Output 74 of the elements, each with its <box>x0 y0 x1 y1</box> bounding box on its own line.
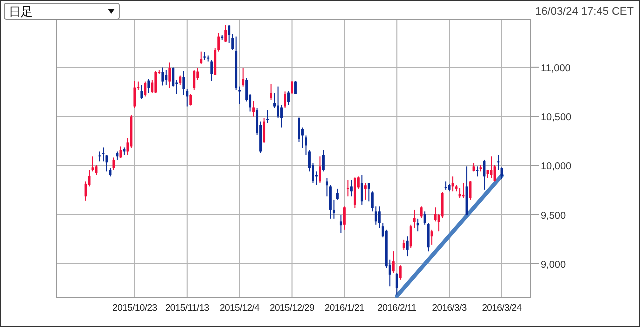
x-tick-label: 2016/2/11 <box>378 303 417 314</box>
candlestick <box>444 181 448 190</box>
candlestick <box>452 176 454 192</box>
candlestick <box>424 211 426 226</box>
candlestick <box>252 100 256 118</box>
candlestick <box>462 182 465 199</box>
candlestick <box>458 188 462 199</box>
candlestick <box>134 80 136 109</box>
candlestick <box>288 90 290 106</box>
candlestick <box>305 135 308 156</box>
candlestick <box>172 67 175 88</box>
candlestick <box>294 80 297 95</box>
x-tick-label: 2016/1/21 <box>324 303 364 314</box>
candlestick <box>291 80 294 95</box>
candlestick <box>190 94 192 106</box>
candlestick <box>154 70 158 94</box>
candlestick <box>430 229 434 246</box>
candlestick <box>144 81 147 98</box>
candlestick <box>378 206 381 229</box>
candlestick <box>148 78 150 94</box>
text: 16/03/24 17:45 CET <box>536 6 634 18</box>
candlestick <box>360 174 364 206</box>
x-tick-label: 2016/3/3 <box>432 303 467 314</box>
candlestick <box>392 251 395 274</box>
candlestick <box>238 86 242 105</box>
y-tick-label: 10,000 <box>541 162 572 173</box>
y-tick-label: 9,500 <box>541 210 566 222</box>
candlestick <box>162 67 164 86</box>
y-tick-label: 11,000 <box>541 63 572 74</box>
candlestick <box>416 218 420 232</box>
candlestick <box>329 184 332 220</box>
candlestick <box>364 182 367 200</box>
candlestick <box>200 51 203 65</box>
candlestick <box>277 86 280 119</box>
candlestick <box>427 222 430 252</box>
candlestick <box>179 75 182 86</box>
candlestick <box>270 84 272 101</box>
candlestick <box>218 32 220 52</box>
candlestick <box>368 182 370 202</box>
y-tick-label: 10,500 <box>541 112 572 124</box>
x-tick-label: 2015/10/23 <box>112 303 158 314</box>
candlestick <box>406 236 409 258</box>
x-tick-label: 2015/11/13 <box>165 303 210 314</box>
candlestick <box>322 150 325 172</box>
candlestick <box>399 265 402 280</box>
candlestick <box>336 188 339 200</box>
candlestick <box>396 272 398 296</box>
candlestick <box>284 91 286 109</box>
chart-title: 日足 <box>9 5 33 19</box>
candlestick <box>224 24 228 43</box>
candlestick <box>263 118 266 144</box>
candlestick <box>402 239 406 250</box>
candlestick <box>350 180 353 198</box>
candlestick <box>242 68 245 88</box>
candlestick <box>102 147 105 162</box>
candlestick <box>266 110 270 124</box>
candlestick <box>120 146 122 159</box>
candlestick <box>420 206 423 219</box>
candlestick <box>165 70 168 86</box>
candlestick <box>193 70 196 91</box>
candlestick <box>340 214 342 234</box>
candlestick <box>182 70 186 96</box>
candlestick <box>168 62 172 89</box>
x-tick-label: 2015/12/4 <box>220 303 260 314</box>
y-tick-label: 9,000 <box>541 260 566 271</box>
candlestick <box>318 156 322 184</box>
candlestick <box>140 84 144 100</box>
candlestick <box>469 180 472 200</box>
x-tick-label: 2015/12/29 <box>270 303 315 314</box>
candlestick <box>346 180 350 198</box>
x-tick-label: 2016/3/24 <box>482 303 522 314</box>
candlestick <box>441 192 444 219</box>
candlestick <box>343 206 346 230</box>
candlestick <box>210 60 214 82</box>
